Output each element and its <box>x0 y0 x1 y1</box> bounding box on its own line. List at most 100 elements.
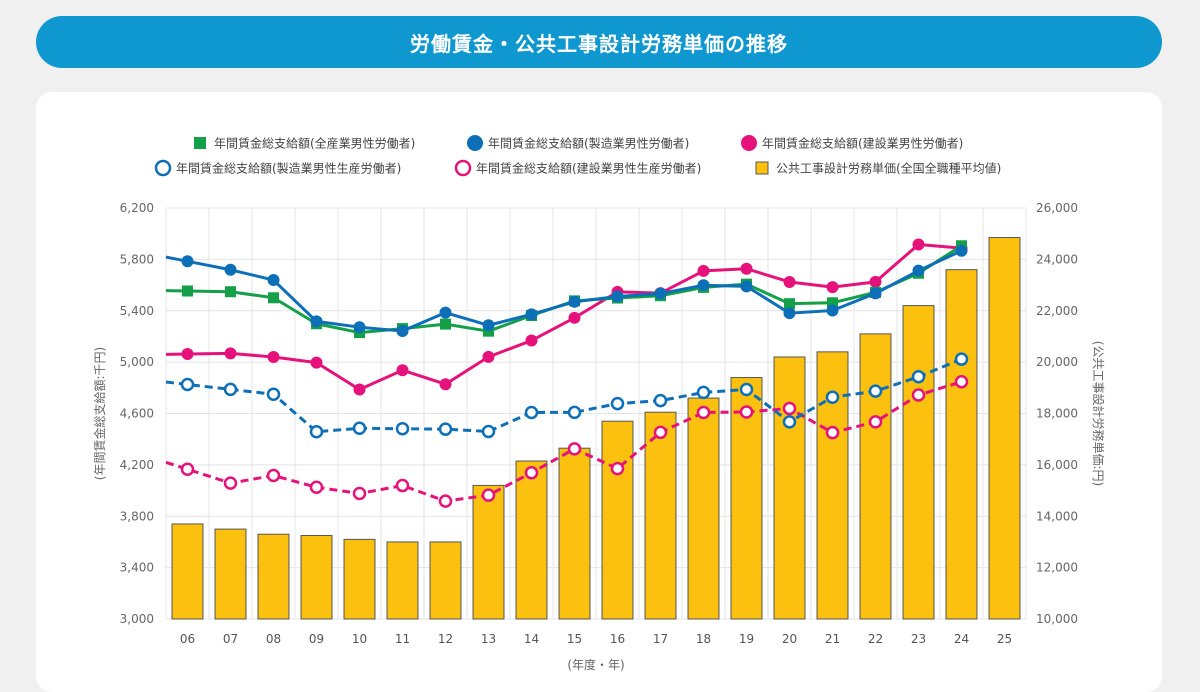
y-left-tick-label: 3,000 <box>120 612 154 626</box>
data-point <box>912 264 925 277</box>
bar <box>773 356 806 620</box>
data-point <box>396 364 409 377</box>
y-right-tick-label: 20,000 <box>1036 355 1078 369</box>
data-point <box>911 370 926 384</box>
y-right-tick-label: 22,000 <box>1036 304 1078 318</box>
legend-item: 年間賃金総支給額(製造業男性生産労働者) <box>154 159 401 177</box>
legend-swatch-bar <box>755 161 769 175</box>
y-right-tick-label: 12,000 <box>1036 561 1078 575</box>
bar <box>902 305 935 620</box>
data-point <box>611 290 624 303</box>
y-right-tick-label: 26,000 <box>1036 201 1078 215</box>
data-point <box>224 263 237 276</box>
data-point <box>309 480 324 494</box>
y-right-tick-label: 16,000 <box>1036 458 1078 472</box>
bar <box>859 333 892 620</box>
legend-item: 公共工事設計労務単価(全国全職種平均値) <box>755 161 1001 176</box>
y-right-tick-label: 14,000 <box>1036 509 1078 523</box>
data-point <box>869 287 882 300</box>
data-point <box>567 405 582 420</box>
legend-item: 年間賃金総支給額(全産業男性労働者) <box>194 136 415 151</box>
y-left-tick-label: 5,800 <box>120 252 154 266</box>
legend-item: 年間賃金総支給額(製造業男性労働者) <box>467 135 689 151</box>
data-point <box>653 425 668 440</box>
data-point <box>482 350 495 363</box>
data-point <box>740 262 753 275</box>
x-tick-label: 20 <box>782 632 797 646</box>
bar <box>601 420 634 620</box>
data-point <box>225 286 236 298</box>
data-point <box>912 238 925 251</box>
data-point <box>439 378 452 391</box>
data-point <box>352 421 367 436</box>
data-point <box>352 486 367 501</box>
x-tick-label: 12 <box>438 632 453 646</box>
data-point <box>610 396 625 411</box>
data-point <box>223 476 238 490</box>
legend-swatch-open-circle <box>154 159 172 177</box>
x-tick-label: 09 <box>309 632 324 646</box>
x-tick-label: 06 <box>180 632 195 646</box>
data-point <box>610 461 625 476</box>
data-point <box>266 387 281 401</box>
y-left-tick-label: 3,400 <box>120 561 154 575</box>
data-point <box>223 382 238 397</box>
data-point <box>697 264 710 277</box>
series-line <box>165 242 962 391</box>
data-point <box>310 356 323 369</box>
data-point <box>868 384 883 398</box>
data-point <box>825 390 840 404</box>
data-point <box>181 255 194 268</box>
x-tick-label: 10 <box>352 632 367 646</box>
chart-card: 3,000 3,400 3,800 4,200 4,600 5,000 5,400 5,800… <box>36 92 1162 692</box>
legend-swatch-square <box>194 137 206 149</box>
data-point <box>782 401 797 416</box>
bar <box>945 269 978 620</box>
bar <box>343 538 376 620</box>
data-point <box>353 321 366 334</box>
page-title: 労働賃金・公共工事設計労務単価の推移 <box>36 16 1162 68</box>
legend-label: 年間賃金総支給額(製造業男性生産労働者) <box>176 161 401 176</box>
x-tick-label: 23 <box>911 632 926 646</box>
data-point <box>440 318 451 330</box>
x-tick-label: 25 <box>997 632 1012 646</box>
x-tick-label: 11 <box>395 632 410 646</box>
data-point <box>224 347 237 360</box>
x-tick-label: 07 <box>223 632 238 646</box>
data-point <box>525 334 538 347</box>
data-point <box>696 405 711 420</box>
legend-swatch-open-circle <box>454 159 472 177</box>
legend-label: 公共工事設計労務単価(全国全職種平均値) <box>776 161 1001 176</box>
data-point <box>524 465 539 480</box>
bar <box>214 528 247 620</box>
data-point <box>696 385 711 400</box>
y-right-tick-label: 24,000 <box>1036 252 1078 266</box>
data-point <box>654 287 667 300</box>
data-point <box>353 383 366 396</box>
x-tick-label: 15 <box>567 632 582 646</box>
data-point <box>826 281 839 294</box>
data-point <box>180 462 195 476</box>
data-point <box>740 280 753 293</box>
y-right-tick-label: 10,000 <box>1036 612 1078 626</box>
data-point <box>697 279 710 292</box>
y-left-tick-label: 5,400 <box>120 304 154 318</box>
data-point <box>266 468 281 483</box>
y-left-tick-label: 4,600 <box>120 407 154 421</box>
legend-label: 年間賃金総支給額(建設業男性生産労働者) <box>476 161 701 176</box>
y-left-tick-label: 5,000 <box>120 355 154 369</box>
data-point <box>568 311 581 324</box>
x-tick-label: 17 <box>653 632 668 646</box>
legend-swatch-circle <box>467 135 483 151</box>
data-point <box>653 393 668 408</box>
line-series-3 <box>165 352 969 439</box>
x-tick-label: 14 <box>524 632 539 646</box>
y-left-tick-label: 3,800 <box>120 509 154 523</box>
x-tick-label: 21 <box>825 632 840 646</box>
data-point <box>568 295 581 308</box>
data-point <box>181 348 194 361</box>
series-line <box>165 249 963 333</box>
chart: 3,000 3,400 3,800 4,200 4,600 5,000 5,400 5,800… <box>92 135 1106 672</box>
x-tick-label: 13 <box>481 632 496 646</box>
data-point <box>395 478 410 493</box>
